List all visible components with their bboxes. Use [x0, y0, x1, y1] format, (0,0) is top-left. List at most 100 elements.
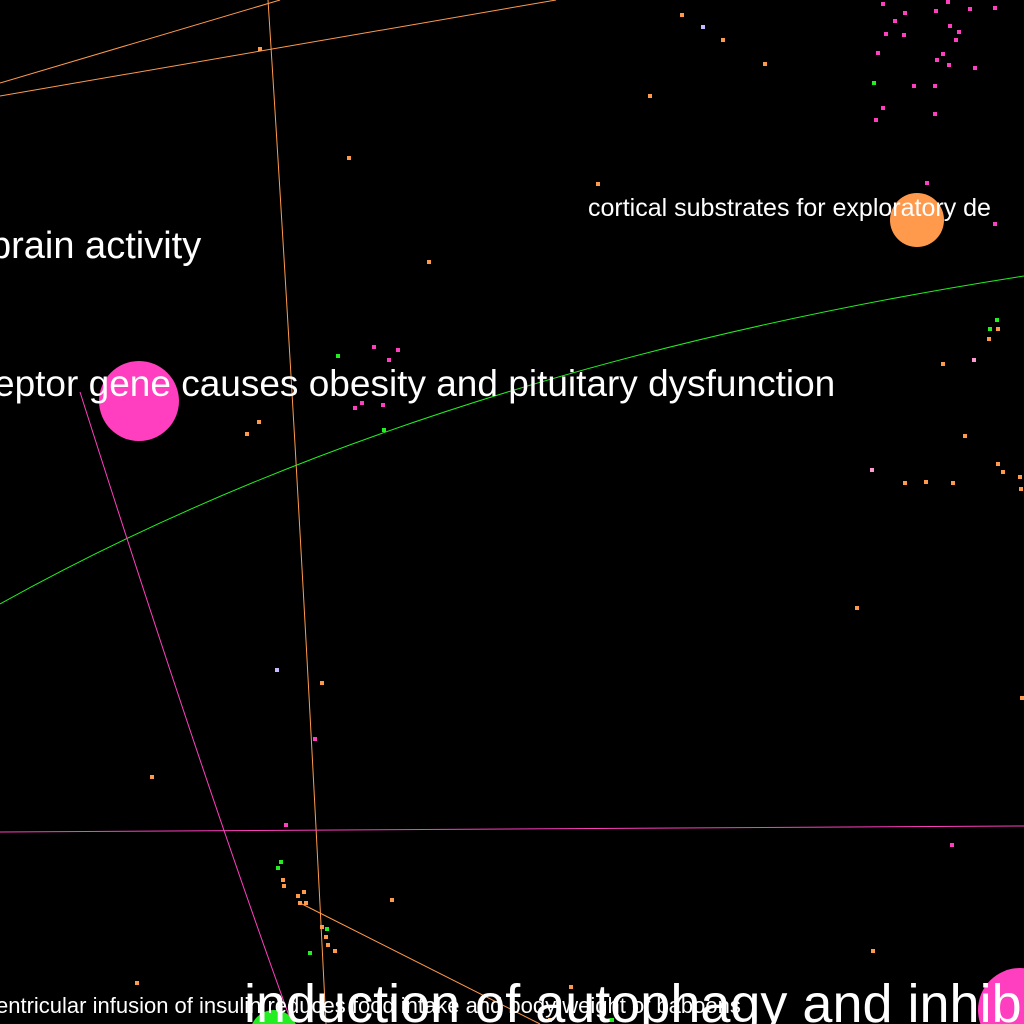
graph-node[interactable]	[763, 62, 767, 66]
graph-node[interactable]	[871, 949, 875, 953]
hub-nodes-layer	[99, 193, 1024, 1024]
graph-node[interactable]	[372, 345, 376, 349]
graph-node[interactable]	[281, 878, 285, 882]
graph-node[interactable]	[881, 106, 885, 110]
graph-node[interactable]	[872, 81, 876, 85]
graph-node[interactable]	[993, 222, 997, 226]
graph-node[interactable]	[903, 11, 907, 15]
graph-node[interactable]	[972, 358, 976, 362]
graph-node[interactable]	[150, 775, 154, 779]
graph-node[interactable]	[996, 327, 1000, 331]
graph-node[interactable]	[313, 737, 317, 741]
labels-layer: cortical substrates for exploratory de b…	[0, 194, 1022, 1024]
graph-node[interactable]	[382, 428, 386, 432]
graph-node[interactable]	[924, 480, 928, 484]
graph-node[interactable]	[298, 901, 302, 905]
graph-node[interactable]	[987, 337, 991, 341]
graph-node[interactable]	[381, 403, 385, 407]
graph-node[interactable]	[648, 94, 652, 98]
graph-node[interactable]	[893, 19, 897, 23]
graph-node[interactable]	[946, 0, 950, 4]
graph-node[interactable]	[993, 6, 997, 10]
graph-node[interactable]	[320, 681, 324, 685]
graph-node[interactable]	[947, 63, 951, 67]
graph-node[interactable]	[308, 951, 312, 955]
graph-node[interactable]	[320, 925, 324, 929]
graph-node[interactable]	[1018, 475, 1022, 479]
graph-node[interactable]	[912, 84, 916, 88]
graph-node[interactable]	[934, 9, 938, 13]
graph-node[interactable]	[257, 420, 261, 424]
graph-node-hub-orange[interactable]	[890, 193, 944, 247]
graph-node[interactable]	[396, 348, 400, 352]
graph-node-hub-green[interactable]	[250, 1010, 298, 1024]
graph-node[interactable]	[326, 943, 330, 947]
graph-node[interactable]	[874, 118, 878, 122]
graph-node[interactable]	[933, 84, 937, 88]
graph-node[interactable]	[884, 32, 888, 36]
graph-node[interactable]	[950, 843, 954, 847]
graph-node[interactable]	[596, 182, 600, 186]
graph-node[interactable]	[701, 25, 705, 29]
graph-node[interactable]	[353, 406, 357, 410]
graph-node[interactable]	[390, 898, 394, 902]
graph-node[interactable]	[1020, 696, 1024, 700]
graph-node[interactable]	[996, 462, 1000, 466]
graph-node[interactable]	[988, 327, 992, 331]
graph-edge	[0, 0, 281, 84]
graph-node[interactable]	[245, 432, 249, 436]
graph-node[interactable]	[1001, 470, 1005, 474]
graph-node[interactable]	[954, 38, 958, 42]
graph-edge	[79, 391, 293, 1024]
graph-node[interactable]	[275, 668, 279, 672]
graph-node[interactable]	[1019, 487, 1023, 491]
graph-node[interactable]	[258, 47, 262, 51]
graph-node[interactable]	[941, 52, 945, 56]
graph-node[interactable]	[935, 58, 939, 62]
graph-node[interactable]	[347, 156, 351, 160]
graph-node[interactable]	[968, 7, 972, 11]
graph-node[interactable]	[957, 30, 961, 34]
graph-node[interactable]	[903, 481, 907, 485]
graph-node[interactable]	[855, 606, 859, 610]
graph-node[interactable]	[333, 949, 337, 953]
graph-node[interactable]	[135, 981, 139, 985]
graph-node[interactable]	[951, 481, 955, 485]
graph-node[interactable]	[284, 823, 288, 827]
graph-node[interactable]	[336, 354, 340, 358]
graph-node[interactable]	[569, 985, 573, 989]
node-label-insulin-infusion: entricular infusion of insulin reduces f…	[0, 993, 741, 1018]
graph-node[interactable]	[963, 434, 967, 438]
graph-node[interactable]	[324, 935, 328, 939]
graph-node-hub-magenta[interactable]	[978, 968, 1024, 1024]
graph-node[interactable]	[680, 13, 684, 17]
node-label-brain-activity: brain activity	[0, 225, 201, 267]
graph-node[interactable]	[933, 112, 937, 116]
graph-node[interactable]	[282, 884, 286, 888]
graph-node[interactable]	[881, 2, 885, 6]
graph-node[interactable]	[387, 358, 391, 362]
graph-node-hub-magenta[interactable]	[99, 361, 179, 441]
graph-node[interactable]	[296, 894, 300, 898]
graph-node[interactable]	[941, 362, 945, 366]
graph-node[interactable]	[610, 1018, 614, 1022]
graph-node[interactable]	[721, 38, 725, 42]
graph-node[interactable]	[876, 51, 880, 55]
graph-node[interactable]	[925, 181, 929, 185]
graph-node[interactable]	[902, 33, 906, 37]
graph-node[interactable]	[870, 468, 874, 472]
graph-node[interactable]	[304, 901, 308, 905]
graph-node[interactable]	[302, 890, 306, 894]
graph-node[interactable]	[276, 866, 280, 870]
graph-node[interactable]	[427, 260, 431, 264]
graph-node[interactable]	[973, 66, 977, 70]
graph-node[interactable]	[360, 401, 364, 405]
graph-node[interactable]	[995, 318, 999, 322]
graph-node[interactable]	[548, 1018, 552, 1022]
graph-node[interactable]	[948, 24, 952, 28]
graph-node[interactable]	[325, 927, 329, 931]
graph-node[interactable]	[279, 860, 283, 864]
